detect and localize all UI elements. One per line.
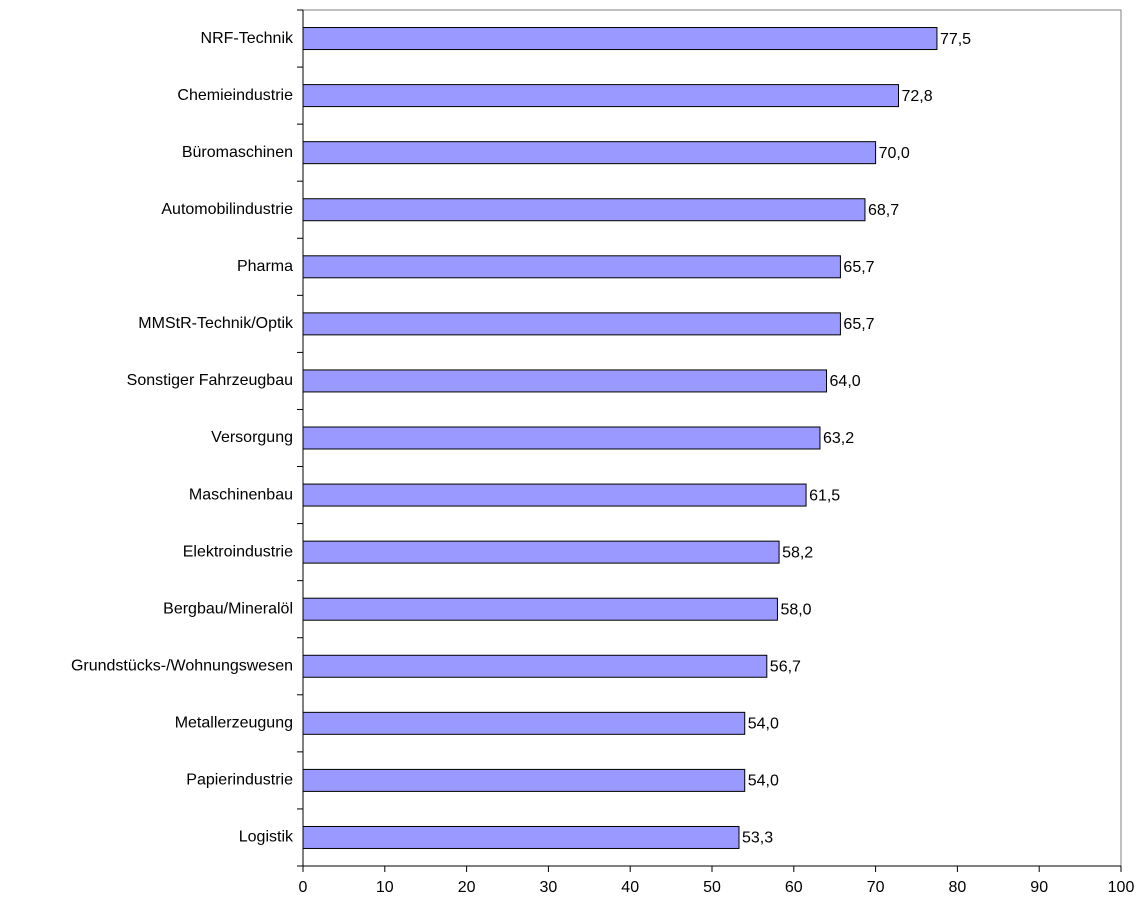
y-tick-label: Büromaschinen bbox=[182, 144, 293, 161]
x-tick-label: 10 bbox=[376, 879, 394, 896]
x-tick-label: 80 bbox=[949, 879, 967, 896]
bar bbox=[302, 597, 778, 621]
y-tick-label: Grundstücks-/Wohnungswesen bbox=[71, 657, 293, 674]
data-label: 64,0 bbox=[830, 373, 861, 390]
y-tick-label: Maschinenbau bbox=[189, 486, 293, 503]
data-label: 77,5 bbox=[940, 31, 971, 48]
y-tick-label: Elektroindustrie bbox=[183, 543, 293, 560]
x-tick-label: 90 bbox=[1030, 879, 1048, 896]
data-label: 72,8 bbox=[902, 88, 933, 105]
bar bbox=[302, 540, 780, 564]
bar bbox=[302, 312, 841, 336]
y-tick-label: Pharma bbox=[237, 258, 293, 275]
bar bbox=[302, 426, 821, 450]
bar bbox=[302, 255, 841, 279]
data-label: 68,7 bbox=[868, 202, 899, 219]
y-tick-label: Versorgung bbox=[211, 429, 293, 446]
x-tick-label: 100 bbox=[1108, 879, 1135, 896]
y-tick-label: Sonstiger Fahrzeugbau bbox=[127, 372, 293, 389]
data-label: 58,0 bbox=[780, 601, 811, 618]
bar bbox=[302, 654, 768, 678]
y-tick-label: NRF-Technik bbox=[201, 30, 294, 47]
data-label: 58,2 bbox=[782, 544, 813, 561]
y-tick-label: Automobilindustrie bbox=[161, 201, 293, 218]
bar bbox=[302, 369, 828, 393]
x-tick-label: 70 bbox=[867, 879, 885, 896]
bar bbox=[302, 27, 938, 51]
data-label: 70,0 bbox=[879, 145, 910, 162]
bar bbox=[302, 825, 740, 849]
data-label: 54,0 bbox=[748, 773, 779, 790]
data-label: 53,3 bbox=[742, 830, 773, 847]
data-label: 54,0 bbox=[748, 716, 779, 733]
data-label: 65,7 bbox=[843, 259, 874, 276]
x-tick-label: 20 bbox=[458, 879, 476, 896]
x-tick-label: 60 bbox=[785, 879, 803, 896]
y-tick-label: Bergbau/Mineralöl bbox=[163, 600, 293, 617]
data-label: 61,5 bbox=[809, 487, 840, 504]
bar bbox=[302, 84, 900, 108]
data-label: 65,7 bbox=[843, 316, 874, 333]
y-tick-label: Papierindustrie bbox=[186, 772, 293, 789]
y-tick-label: MMStR-Technik/Optik bbox=[138, 315, 294, 332]
bar bbox=[302, 483, 807, 507]
x-tick-label: 0 bbox=[299, 879, 308, 896]
data-label: 56,7 bbox=[770, 658, 801, 675]
bar bbox=[302, 198, 866, 222]
x-tick-label: 50 bbox=[703, 879, 721, 896]
bar bbox=[302, 768, 746, 792]
y-tick-label: Logistik bbox=[239, 829, 294, 846]
x-tick-label: 40 bbox=[621, 879, 639, 896]
bar bbox=[302, 141, 877, 165]
bar bbox=[302, 711, 746, 735]
y-tick-label: Chemieindustrie bbox=[177, 87, 293, 104]
data-label: 63,2 bbox=[823, 430, 854, 447]
x-tick-label: 30 bbox=[540, 879, 558, 896]
y-tick-label: Metallerzeugung bbox=[175, 715, 293, 732]
